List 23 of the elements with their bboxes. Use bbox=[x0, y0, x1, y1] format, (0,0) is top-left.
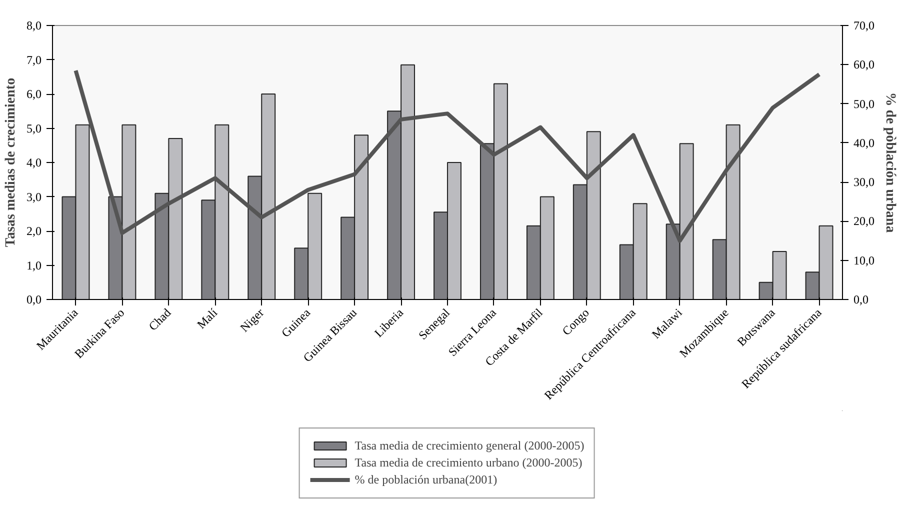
y-tick-label: 6,0 bbox=[26, 87, 42, 101]
legend-label: % de población urbana(2001) bbox=[354, 472, 498, 487]
y2-tick-label: 0,0 bbox=[854, 292, 868, 306]
y-tick-label: 7,0 bbox=[26, 52, 42, 67]
y2-tick-label: 70,0 bbox=[854, 18, 874, 32]
y2-tick-label: 20,0 bbox=[854, 214, 874, 228]
y2-tick-label: 10,0 bbox=[854, 253, 874, 268]
y-axis-title: Tasas medias de crecimiento bbox=[4, 78, 18, 248]
y-tick-label: 5,0 bbox=[26, 121, 42, 136]
y2-axis-title: % de pòblación urbana bbox=[882, 92, 898, 233]
y2-tick-label: 40,0 bbox=[854, 136, 874, 150]
line-series bbox=[74, 68, 822, 243]
y2-tick-label: 30,0 bbox=[854, 175, 874, 190]
y-tick-label: 3,0 bbox=[26, 190, 42, 204]
y2-tick-label: 50,0 bbox=[854, 96, 874, 111]
legend-label: Tasa media de crecimiento urbano (2000-2005) bbox=[354, 455, 582, 470]
y-tick-label: 2,0 bbox=[26, 224, 42, 238]
y-tick-label: 0,0 bbox=[26, 292, 42, 306]
y2-tick-label: 60,0 bbox=[854, 58, 874, 72]
y-tick-label: 4,0 bbox=[26, 156, 42, 170]
y-tick-label: 8,0 bbox=[26, 18, 42, 32]
legend-label: Tasa media de crecimiento general (2000-2005) bbox=[354, 438, 584, 453]
y-tick-label: 1,0 bbox=[26, 258, 42, 272]
